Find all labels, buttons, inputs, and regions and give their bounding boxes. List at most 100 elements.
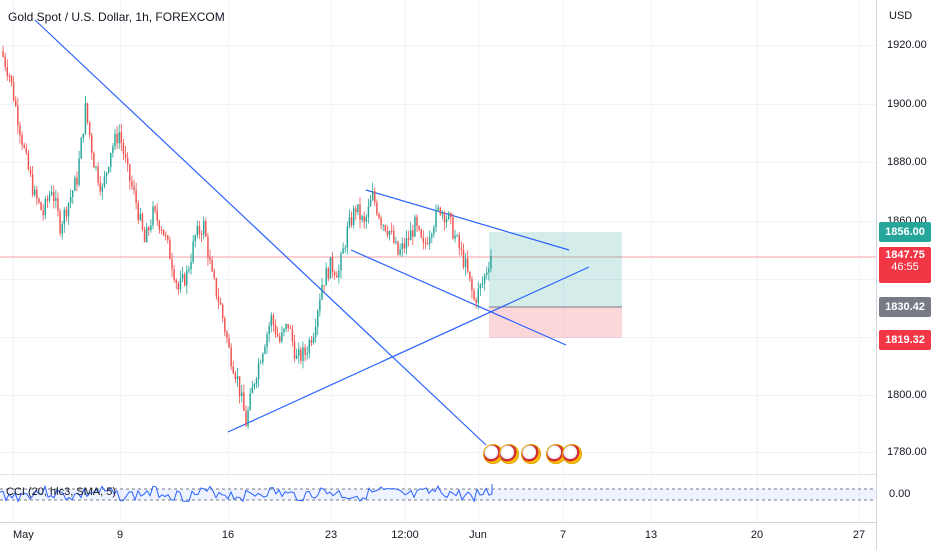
grid-line [0,162,876,163]
candle-body [234,373,237,380]
candle-body [97,166,99,183]
channel-upper-line[interactable] [365,189,570,251]
candle-body [236,376,239,380]
time-label: 27 [852,529,866,541]
candle-body [31,173,34,195]
time-label: 13 [644,529,658,541]
candle-body [63,209,66,225]
economic-event-icon[interactable] [521,444,541,464]
candle-body [333,272,336,276]
candle-body [124,154,127,158]
candle-body [122,143,125,155]
candle-body [416,216,418,227]
candle-body [36,189,38,199]
candle-body [403,243,406,249]
grid-line [0,395,876,396]
candle-body [338,270,340,278]
candle-body [186,270,188,286]
candle-body [42,210,44,216]
candle-body [255,379,258,384]
candle-body [156,210,158,221]
candle-body [386,230,389,236]
candle-body [471,278,473,291]
position-stop-zone[interactable] [489,307,622,338]
grid-line [0,221,876,222]
time-label: 23 [324,529,338,541]
candle-body [148,227,150,231]
candle-body [363,216,365,222]
candle-body [76,177,78,185]
candle-body [450,212,452,218]
candle-body [336,275,338,278]
economic-event-icon[interactable] [562,444,582,464]
candle-body [145,227,148,243]
candle-body [323,285,325,287]
candle-body [245,410,247,427]
candle-body [150,225,152,231]
candle-body [314,326,317,338]
candle-body [393,230,395,243]
candle-body [243,392,245,411]
price-scale[interactable]: USD 1920.00 1900.00 1880.00 1860.00 1800… [876,0,932,550]
candle-body [23,144,25,148]
pane-separator[interactable] [0,474,932,475]
candle-body [55,198,57,201]
ascending-trendline[interactable] [227,266,590,433]
candle-body [319,299,321,312]
time-axis[interactable]: May 9 16 23 12:00 Jun 7 13 20 27 [0,522,876,551]
candle-body [29,169,32,174]
candle-body [230,347,232,367]
candle-body [198,225,201,234]
grid-line [0,337,876,338]
channel-lower-line[interactable] [350,249,567,346]
symbol-title[interactable]: Gold Spot / U.S. Dollar, 1h, FOREXCOM [8,10,225,24]
grid-line [13,0,14,522]
candle-body [6,66,9,76]
candle-body [469,271,471,279]
candle-body [477,288,480,303]
candle-body [65,209,68,217]
candle-body [342,248,344,254]
candle-body [95,166,97,168]
candle-body [321,285,323,300]
chart-drawings[interactable] [0,0,876,522]
candle-body [48,194,51,201]
candle-body [69,196,72,204]
candle-body [118,132,120,144]
candle-body [312,337,315,343]
candle-body [247,409,249,427]
position-target-zone[interactable] [489,232,622,307]
candle-body [289,327,292,329]
candle-body [181,274,184,279]
candle-body [158,220,161,230]
price-level-label: 1900.00 [887,98,927,110]
candle-body [78,158,80,185]
candle-body [50,192,53,195]
cci-indicator-title[interactable]: CCI (20, hlc3, SMA, 5) [6,486,117,498]
time-label: May [13,529,34,541]
candle-body [350,217,353,226]
candle-body [285,323,287,329]
candle-body [300,349,302,361]
candle-body [308,339,311,354]
price-level-label: 1800.00 [887,389,927,401]
candle-body [14,100,17,106]
candle-body [17,105,19,126]
economic-event-icon[interactable] [499,444,519,464]
candle-body [473,290,475,300]
candle-body [399,249,401,255]
descending-trendline[interactable] [34,19,487,446]
candle-body [194,235,196,242]
candle-body [171,259,173,270]
candle-body [120,132,123,144]
candle-body [380,218,382,226]
candle-body [276,334,279,337]
time-label: Jun [469,529,487,541]
candle-body [456,235,458,237]
candle-body [266,334,268,347]
candle-body [169,240,171,260]
candle-body [439,207,441,215]
grid-line [228,0,229,522]
candle-body [129,164,131,182]
